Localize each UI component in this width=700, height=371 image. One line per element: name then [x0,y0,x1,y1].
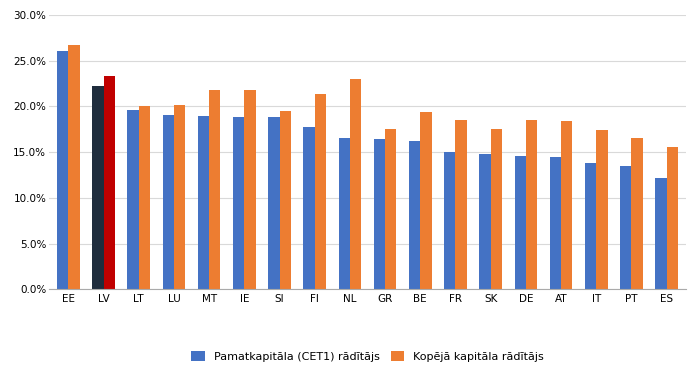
Bar [139,106,150,289]
Bar [92,86,104,289]
Bar [385,129,396,289]
Bar [174,105,186,289]
Bar [198,116,209,289]
Bar [268,117,279,289]
Bar [127,110,139,289]
Bar [244,90,256,289]
Bar [514,156,526,289]
Bar [374,139,385,289]
Bar [491,129,502,289]
Bar [456,120,467,289]
Bar [526,120,537,289]
Bar [279,111,290,289]
Bar [57,50,69,289]
Bar [666,147,678,289]
Bar [420,112,432,289]
Bar [550,157,561,289]
Bar [620,166,631,289]
Bar [69,45,80,289]
Bar [233,117,244,289]
Bar [444,152,456,289]
Legend: Pamatkapitāla (CET1) rādītājs, Kopējā kapitāla rādītājs: Pamatkapitāla (CET1) rādītājs, Kopējā ka… [187,347,548,366]
Bar [339,138,350,289]
Bar [350,79,361,289]
Bar [655,178,666,289]
Bar [585,163,596,289]
Bar [303,127,315,289]
Bar [409,141,420,289]
Bar [209,90,220,289]
Bar [315,93,326,289]
Bar [596,130,608,289]
Bar [162,115,174,289]
Bar [631,138,643,289]
Bar [561,121,573,289]
Bar [104,76,115,289]
Bar [480,154,491,289]
